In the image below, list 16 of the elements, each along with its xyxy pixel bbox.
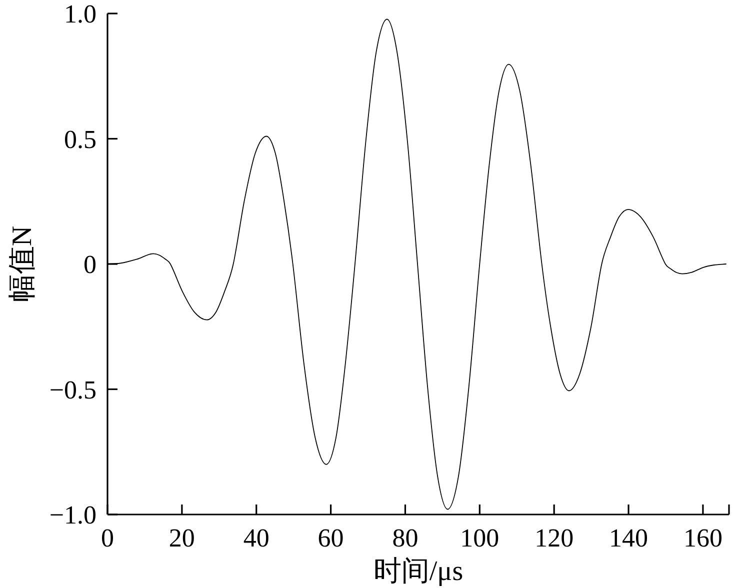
y-tick-label: −0.5 — [49, 375, 96, 404]
x-tick-label: 80 — [392, 524, 418, 552]
x-tick-label: 20 — [168, 524, 195, 552]
x-tick-label: 60 — [318, 524, 344, 552]
x-axis-title: 时间/μs — [373, 556, 464, 587]
x-tick-label: 100 — [460, 524, 500, 552]
x-tick-label: 140 — [609, 524, 648, 552]
x-tick-label: 120 — [534, 524, 574, 552]
y-tick-label: 0 — [84, 250, 96, 279]
x-tick-label: 0 — [101, 524, 114, 552]
y-tick-label: 1.0 — [64, 0, 96, 28]
y-tick-label: 0.5 — [64, 124, 96, 154]
x-tick-label: 40 — [243, 524, 270, 552]
y-tick-label: −1.0 — [49, 500, 96, 530]
x-tick-label: 160 — [683, 524, 722, 552]
y-axis-title: 幅值N — [7, 226, 38, 302]
